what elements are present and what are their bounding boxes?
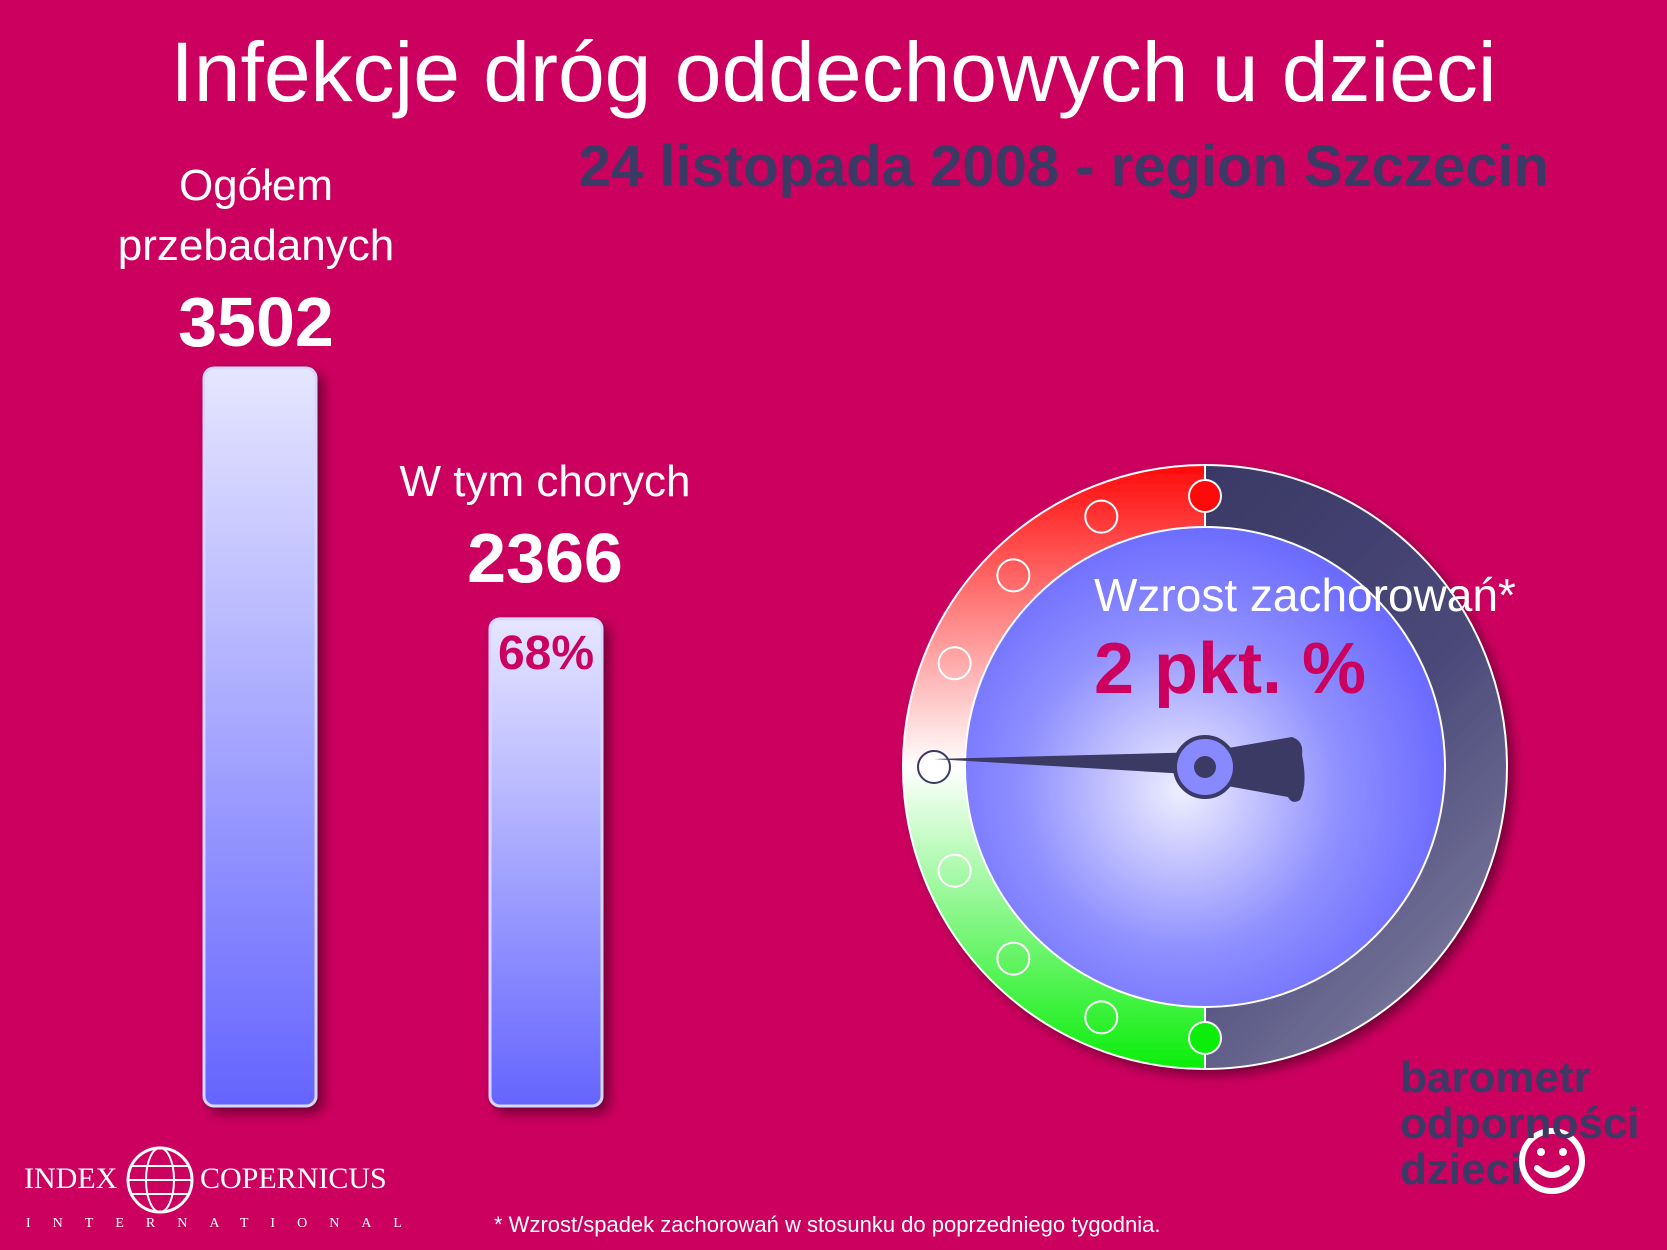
bar-label-total: Ogółem przebadanych bbox=[96, 156, 416, 276]
brand-line2: odporności bbox=[1400, 1099, 1640, 1148]
page-title: Infekcje dróg oddechowych u dzieci bbox=[170, 25, 1497, 119]
bar-percent-sick: 68% bbox=[498, 627, 594, 680]
gauge-tick bbox=[996, 558, 1031, 593]
smiley-icon bbox=[1519, 1128, 1585, 1194]
gauge-hub-center bbox=[1194, 756, 1216, 778]
bar-sick bbox=[488, 617, 604, 1108]
gauge-tick bbox=[1084, 499, 1119, 534]
bar-total bbox=[202, 366, 318, 1108]
globe-icon bbox=[126, 1146, 194, 1214]
page-subtitle: 24 listopada 2008 - region Szczecin bbox=[578, 134, 1549, 199]
gauge-tick bbox=[1084, 1000, 1119, 1035]
brand-logo: barometr odporności dzieci bbox=[1400, 1055, 1640, 1193]
bar-value-total: 3502 bbox=[178, 283, 334, 361]
gauge-tick bbox=[996, 941, 1031, 976]
gauge-tick bbox=[917, 750, 951, 784]
brand-line3: dzieci bbox=[1400, 1145, 1523, 1194]
bar-value-sick: 2366 bbox=[467, 519, 623, 597]
gauge-tick bbox=[937, 646, 972, 681]
bar-label-total-line1: Ogółem bbox=[178, 161, 334, 210]
bar-label-sick: W tym chorych bbox=[399, 457, 691, 506]
gauge-label: Wzrost zachorowań* bbox=[1094, 569, 1516, 621]
brand-line1: barometr bbox=[1400, 1053, 1591, 1102]
logo-left-text: INDEX bbox=[24, 1162, 118, 1195]
gauge-ticks bbox=[917, 479, 1222, 1055]
logo-sub-text: INTERNATIONAL bbox=[26, 1216, 424, 1231]
gauge-tick bbox=[1188, 1021, 1222, 1055]
logo-right-text: COPERNICUS bbox=[200, 1162, 387, 1195]
gauge-needle bbox=[934, 735, 1305, 802]
gauge-tick bbox=[1188, 479, 1222, 513]
footnote: * Wzrost/spadek zachorowań w stosunku do… bbox=[494, 1212, 1161, 1237]
gauge-tick bbox=[937, 853, 972, 888]
bar-label-total-line2: przebadanych bbox=[117, 221, 395, 270]
gauge-value: 2 pkt. % bbox=[1094, 629, 1367, 709]
